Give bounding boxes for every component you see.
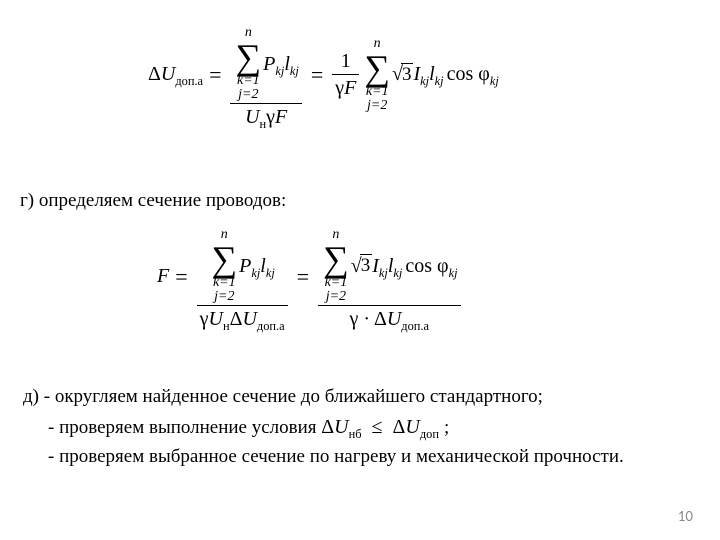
f1-Usub: доп.а [175,74,203,88]
f1-eq1: = [209,62,221,88]
formula-2: F = n ∑ k=1 j=2 Pkjlkj γ [157,222,464,332]
f2-eq2: = [297,264,309,290]
f1-sum2: n ∑ k=1 j=2 [364,37,390,113]
f1-U: U [161,63,175,85]
g-line: г) определяем сечение проводов: [20,190,286,212]
check1-line: - проверяем выполнение условия ΔUнб ≤ ΔU… [48,416,449,439]
f2-mid-frac: n ∑ k=1 j=2 Pkjlkj γUнΔUдоп.а [197,222,288,332]
f1-mid-frac: n ∑ k=1 j=2 Pkjlkj UнγF [230,20,301,130]
formula-1: ΔUдоп.а = n ∑ k=1 j=2 Pkjlkj [148,20,499,130]
f2-sqrt: √3 [351,254,372,278]
inline-ineq: ΔUнб ≤ ΔUдоп [321,416,444,438]
f2-sum2: n ∑ k=1 j=2 [323,228,349,304]
f1-delta: Δ [148,63,161,85]
f1-rhs-frac: 1 γF [332,49,359,100]
f1-eq2: = [311,62,323,88]
f2-rhs-frac: n ∑ k=1 j=2 √3 Ikjlkj cos φkj γ · [318,222,460,332]
ineq-tail: ; [444,417,449,438]
f2-eq1: = [175,264,187,290]
f2-F: F [157,265,169,287]
page-root: ΔUдоп.а = n ∑ k=1 j=2 Pkjlkj [0,0,720,540]
d-line: д) - округляем найденное сечение до ближ… [23,386,543,408]
f1-sqrt: √3 [392,63,413,86]
f1-sum1: n ∑ k=1 j=2 [235,26,261,102]
page-number: 10 [678,508,693,526]
check1-pre: - проверяем выполнение условия [48,417,321,438]
check2-line: - проверяем выбранное сечение по нагреву… [48,446,624,468]
f2-sum1: n ∑ k=1 j=2 [211,228,237,304]
